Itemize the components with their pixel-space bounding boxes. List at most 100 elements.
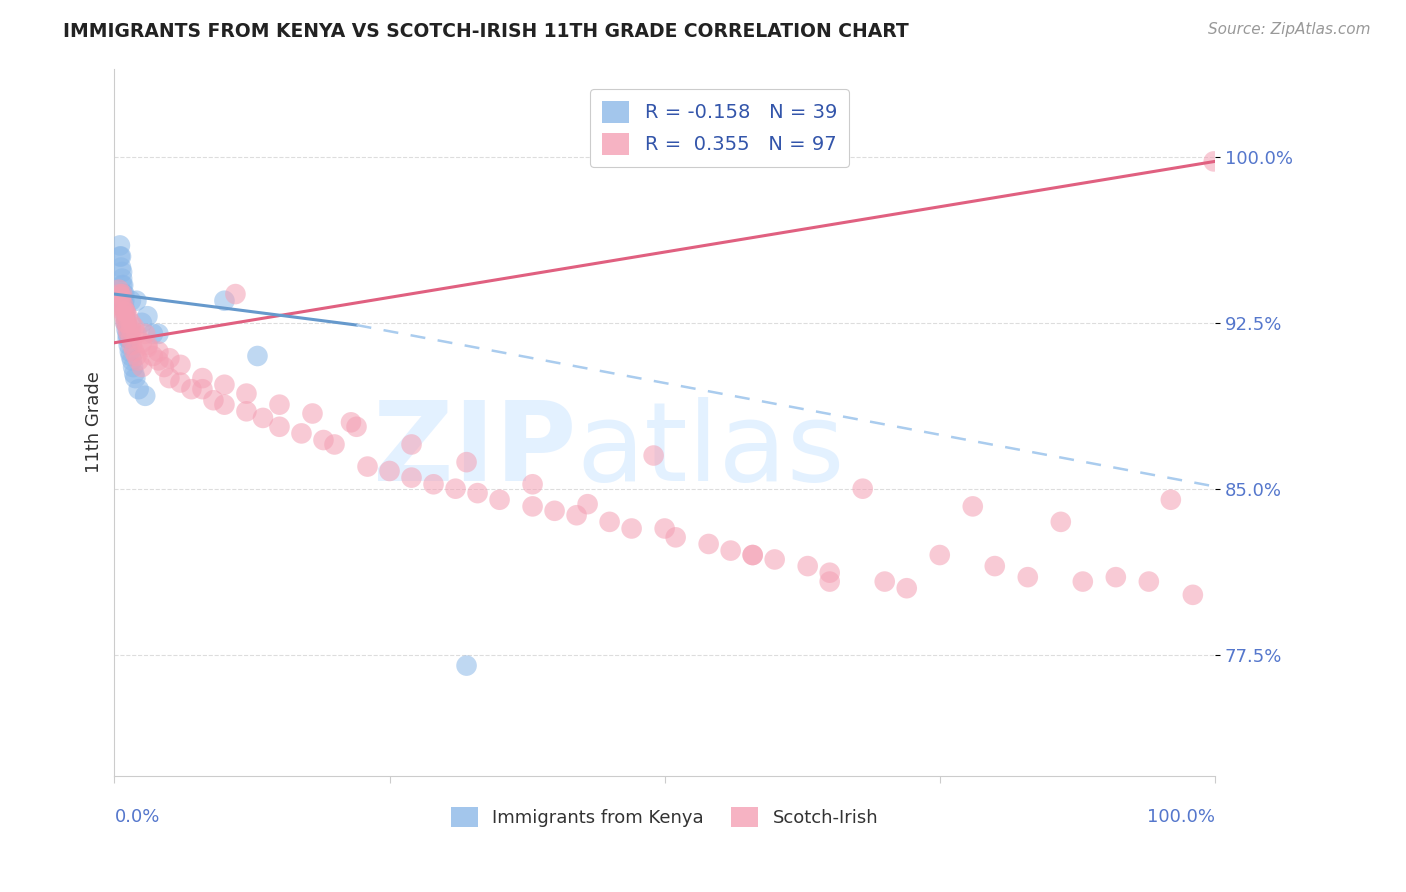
Point: [112, 287, 135, 301]
Point: [1202, 154, 1225, 169]
Point: [128, 353, 150, 368]
Point: [928, 548, 950, 562]
Point: [148, 326, 170, 341]
Point: [235, 404, 257, 418]
Point: [131, 316, 153, 330]
Point: [290, 426, 312, 441]
Point: [1160, 492, 1182, 507]
Point: [643, 449, 665, 463]
Point: [112, 293, 135, 308]
Point: [114, 316, 136, 330]
Point: [108, 250, 131, 264]
Point: [112, 287, 135, 301]
Point: [112, 293, 135, 308]
Point: [818, 566, 841, 580]
Point: [125, 349, 148, 363]
Point: [118, 331, 141, 345]
Text: 0.0%: 0.0%: [114, 808, 160, 826]
Point: [122, 344, 145, 359]
Point: [1017, 570, 1039, 584]
Point: [118, 338, 141, 352]
Point: [117, 326, 139, 341]
Text: 100.0%: 100.0%: [1147, 808, 1215, 826]
Point: [269, 419, 291, 434]
Point: [214, 293, 236, 308]
Point: [125, 293, 148, 308]
Point: [522, 500, 544, 514]
Point: [599, 515, 621, 529]
Point: [121, 353, 143, 368]
Legend: Immigrants from Kenya, Scotch-Irish: Immigrants from Kenya, Scotch-Irish: [444, 800, 886, 834]
Point: [148, 344, 170, 359]
Point: [131, 360, 153, 375]
Point: [122, 320, 145, 334]
Point: [252, 411, 274, 425]
Point: [896, 581, 918, 595]
Point: [125, 326, 148, 341]
Point: [741, 548, 763, 562]
Point: [110, 260, 132, 275]
Point: [852, 482, 875, 496]
Point: [378, 464, 401, 478]
Point: [323, 437, 346, 451]
Point: [115, 316, 138, 330]
Point: [1105, 570, 1128, 584]
Point: [1071, 574, 1094, 589]
Point: [159, 371, 181, 385]
Text: IMMIGRANTS FROM KENYA VS SCOTCH-IRISH 11TH GRADE CORRELATION CHART: IMMIGRANTS FROM KENYA VS SCOTCH-IRISH 11…: [63, 22, 910, 41]
Point: [136, 340, 159, 354]
Point: [153, 360, 176, 375]
Point: [112, 278, 135, 293]
Point: [122, 367, 145, 381]
Text: Source: ZipAtlas.com: Source: ZipAtlas.com: [1208, 22, 1371, 37]
Point: [873, 574, 896, 589]
Point: [108, 238, 131, 252]
Point: [111, 278, 134, 293]
Point: [620, 521, 643, 535]
Point: [565, 508, 588, 523]
Point: [340, 415, 363, 429]
Point: [214, 398, 236, 412]
Point: [114, 305, 136, 319]
Point: [111, 287, 134, 301]
Point: [444, 482, 467, 496]
Text: atlas: atlas: [576, 397, 845, 504]
Point: [124, 371, 146, 385]
Point: [148, 353, 170, 368]
Point: [111, 265, 134, 279]
Point: [818, 574, 841, 589]
Point: [202, 393, 225, 408]
Point: [159, 351, 181, 366]
Point: [120, 331, 142, 345]
Point: [356, 459, 378, 474]
Point: [134, 389, 156, 403]
Point: [467, 486, 489, 500]
Y-axis label: 11th Grade: 11th Grade: [86, 371, 103, 474]
Point: [654, 521, 676, 535]
Point: [312, 433, 335, 447]
Point: [142, 326, 165, 341]
Point: [108, 287, 131, 301]
Point: [1181, 588, 1204, 602]
Point: [118, 326, 141, 341]
Point: [962, 500, 984, 514]
Point: [115, 316, 138, 330]
Point: [115, 322, 138, 336]
Point: [112, 298, 135, 312]
Point: [117, 322, 139, 336]
Point: [121, 338, 143, 352]
Point: [456, 455, 478, 469]
Point: [134, 326, 156, 341]
Point: [246, 349, 269, 363]
Point: [114, 305, 136, 319]
Point: [522, 477, 544, 491]
Point: [456, 658, 478, 673]
Point: [191, 371, 214, 385]
Point: [169, 376, 191, 390]
Point: [111, 271, 134, 285]
Point: [120, 316, 142, 330]
Point: [120, 349, 142, 363]
Point: [112, 309, 135, 323]
Point: [665, 530, 688, 544]
Point: [401, 470, 423, 484]
